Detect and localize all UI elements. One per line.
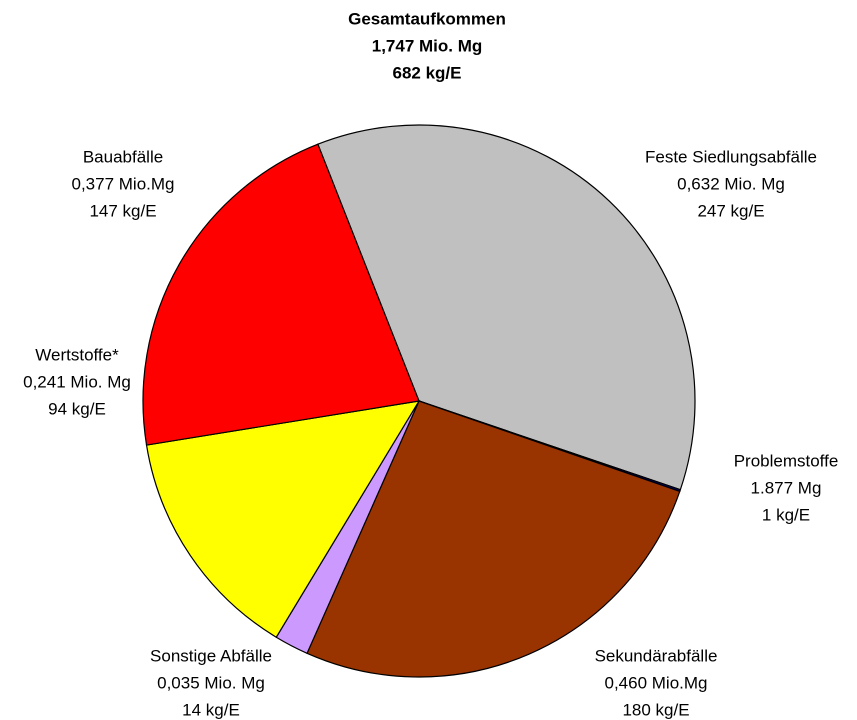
pie-slice bbox=[317, 124, 696, 491]
slice-value-label: 0,632 Mio. Mg bbox=[677, 174, 785, 193]
slice-value-label: 0,241 Mio. Mg bbox=[23, 372, 131, 391]
slice-label: Bauabfälle bbox=[83, 147, 163, 166]
slice-per-capita-label: 147 kg/E bbox=[89, 201, 156, 220]
pie-slice bbox=[145, 400, 421, 639]
slice-per-capita-label: 14 kg/E bbox=[182, 700, 240, 719]
slice-value-label: 0,035 Mio. Mg bbox=[157, 673, 265, 692]
slice-per-capita-label: 180 kg/E bbox=[622, 700, 689, 719]
slice-per-capita-label: 1 kg/E bbox=[762, 505, 810, 524]
chart-subtitle: 682 kg/E bbox=[393, 63, 462, 82]
slice-label: Feste Siedlungsabfälle bbox=[645, 147, 817, 166]
chart-subtitle: 1,747 Mio. Mg bbox=[372, 36, 483, 55]
slice-value-label: 1.877 Mg bbox=[751, 478, 822, 497]
slice-label: Wertstoffe* bbox=[35, 345, 119, 364]
slice-value-label: 0,460 Mio.Mg bbox=[605, 673, 708, 692]
slice-label: Sonstige Abfälle bbox=[150, 646, 272, 665]
pie-slice bbox=[306, 400, 681, 678]
slice-label: Sekundärabfälle bbox=[595, 646, 718, 665]
slice-per-capita-label: 94 kg/E bbox=[48, 399, 106, 418]
pie-slice bbox=[142, 143, 420, 446]
slice-value-label: 0,377 Mio.Mg bbox=[72, 174, 175, 193]
chart-title: Gesamtaufkommen bbox=[348, 9, 506, 28]
slice-per-capita-label: 247 kg/E bbox=[697, 201, 764, 220]
slice-label: Problemstoffe bbox=[734, 451, 839, 470]
